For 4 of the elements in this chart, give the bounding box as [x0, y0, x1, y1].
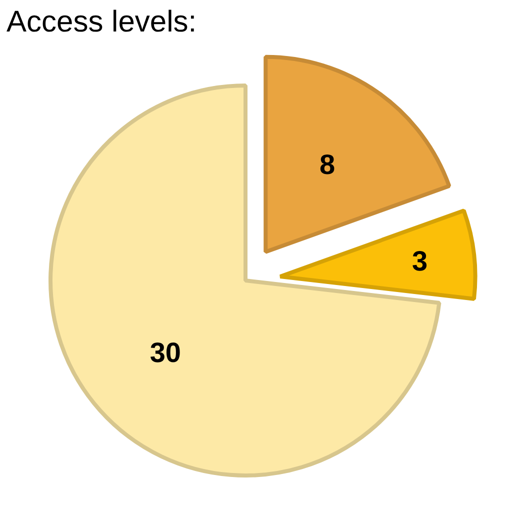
chart-title: Access levels:	[6, 6, 197, 38]
data-label: 8	[320, 149, 336, 180]
data-label: 30	[150, 336, 182, 368]
data-label: 3	[412, 245, 428, 276]
